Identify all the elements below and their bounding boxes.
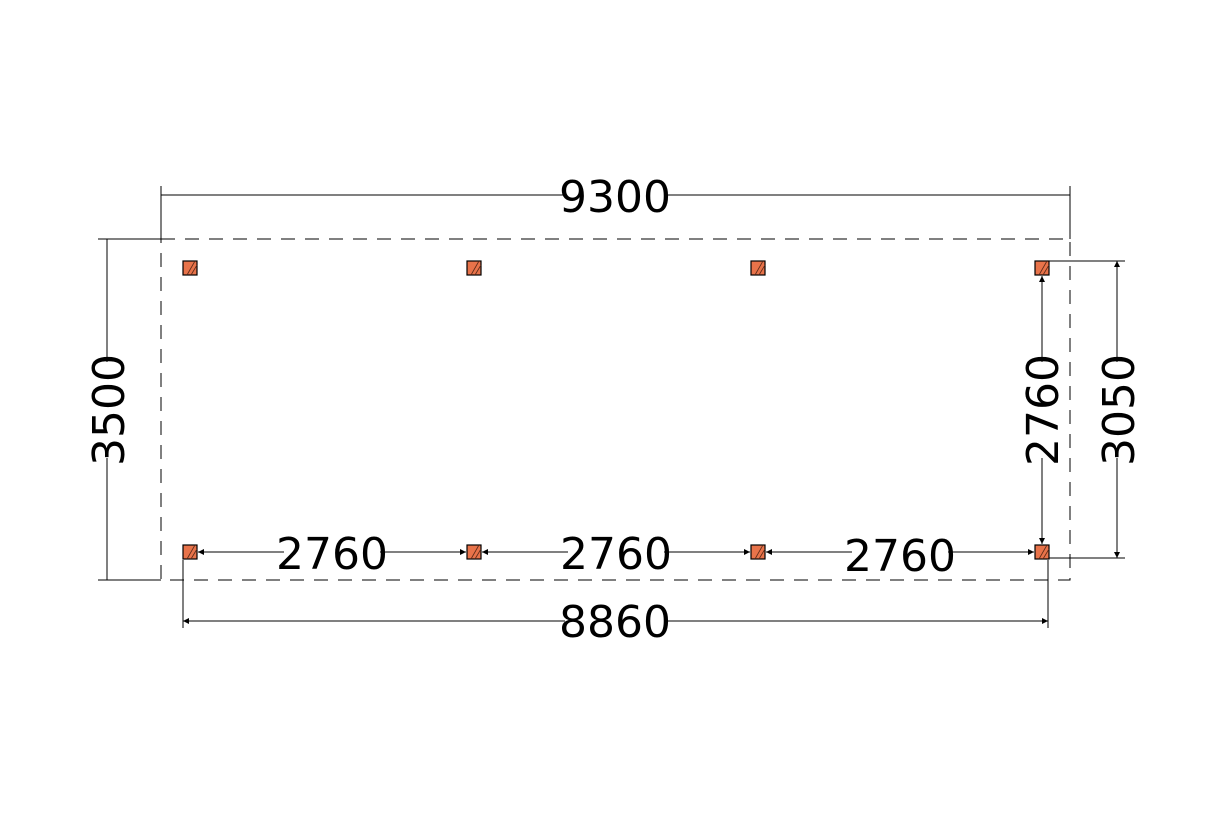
post <box>1034 260 1050 276</box>
dimension-label: 2760 <box>560 529 672 580</box>
posts <box>182 260 1050 560</box>
dimension-label: 2760 <box>276 529 388 580</box>
dimension-label: 3050 <box>1094 354 1145 466</box>
post <box>182 544 198 560</box>
dimension-post-spacing-2: 2760 <box>482 529 750 580</box>
dimension-post-depth-center: 2760 <box>1018 276 1069 544</box>
dimension-post-spacing-3: 2760 <box>766 531 1034 582</box>
post <box>466 260 482 276</box>
post <box>1034 544 1050 560</box>
roof-outline <box>160 238 1071 581</box>
post <box>466 544 482 560</box>
dimension-label: 3500 <box>84 354 135 466</box>
dimension-post-spacing-1: 2760 <box>198 529 466 580</box>
post <box>750 260 766 276</box>
dimension-label: 9300 <box>559 172 671 223</box>
dimension-label: 2760 <box>1018 354 1069 466</box>
dimension-post-depth-outer: 3050 <box>1049 260 1145 559</box>
post <box>750 544 766 560</box>
dimension-overall-depth: 3500 <box>84 238 161 581</box>
dimension-label: 8860 <box>559 597 671 648</box>
dimension-label: 2760 <box>844 531 956 582</box>
dimension-overall-width: 9300 <box>160 172 1071 239</box>
dimension-post-span-total: 8860 <box>182 560 1049 648</box>
post <box>182 260 198 276</box>
